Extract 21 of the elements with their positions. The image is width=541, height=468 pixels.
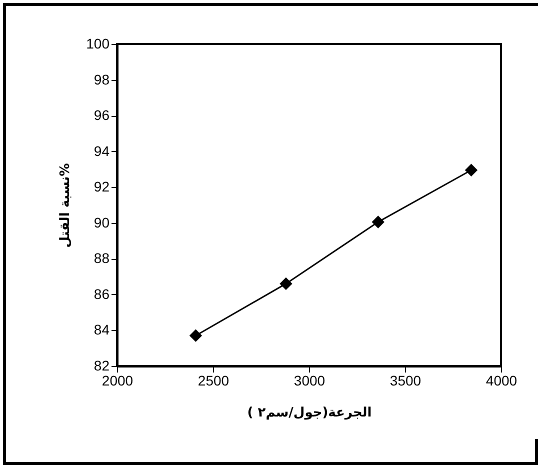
y-tick-label: 92 bbox=[94, 178, 110, 195]
x-tick-label: 2000 bbox=[102, 372, 134, 388]
x-tick-label: 4000 bbox=[486, 372, 518, 388]
y-tick-label: 90 bbox=[94, 214, 110, 230]
x-tick-label: 3500 bbox=[390, 372, 422, 388]
x-tick-label: 2500 bbox=[198, 372, 230, 388]
y-tick-label: 94 bbox=[94, 142, 110, 159]
y-tick-label: 96 bbox=[94, 107, 110, 124]
point bbox=[280, 277, 292, 290]
point bbox=[464, 164, 478, 176]
point bbox=[189, 329, 202, 342]
y-axis-title: نسبة القتل% bbox=[58, 163, 74, 248]
x-axis-title: الجرعة(جول/سم٢ ) bbox=[247, 406, 372, 420]
point bbox=[372, 216, 384, 228]
y-tick-label: 100 bbox=[86, 36, 110, 52]
x-tick-label: 3000 bbox=[294, 372, 326, 388]
y-tick-label: 82 bbox=[94, 358, 110, 374]
y-tick-label: 84 bbox=[94, 322, 110, 338]
y-tick-label: 88 bbox=[94, 250, 110, 266]
y-tick-label: 98 bbox=[94, 71, 110, 88]
y-tick-label: 86 bbox=[94, 286, 110, 302]
